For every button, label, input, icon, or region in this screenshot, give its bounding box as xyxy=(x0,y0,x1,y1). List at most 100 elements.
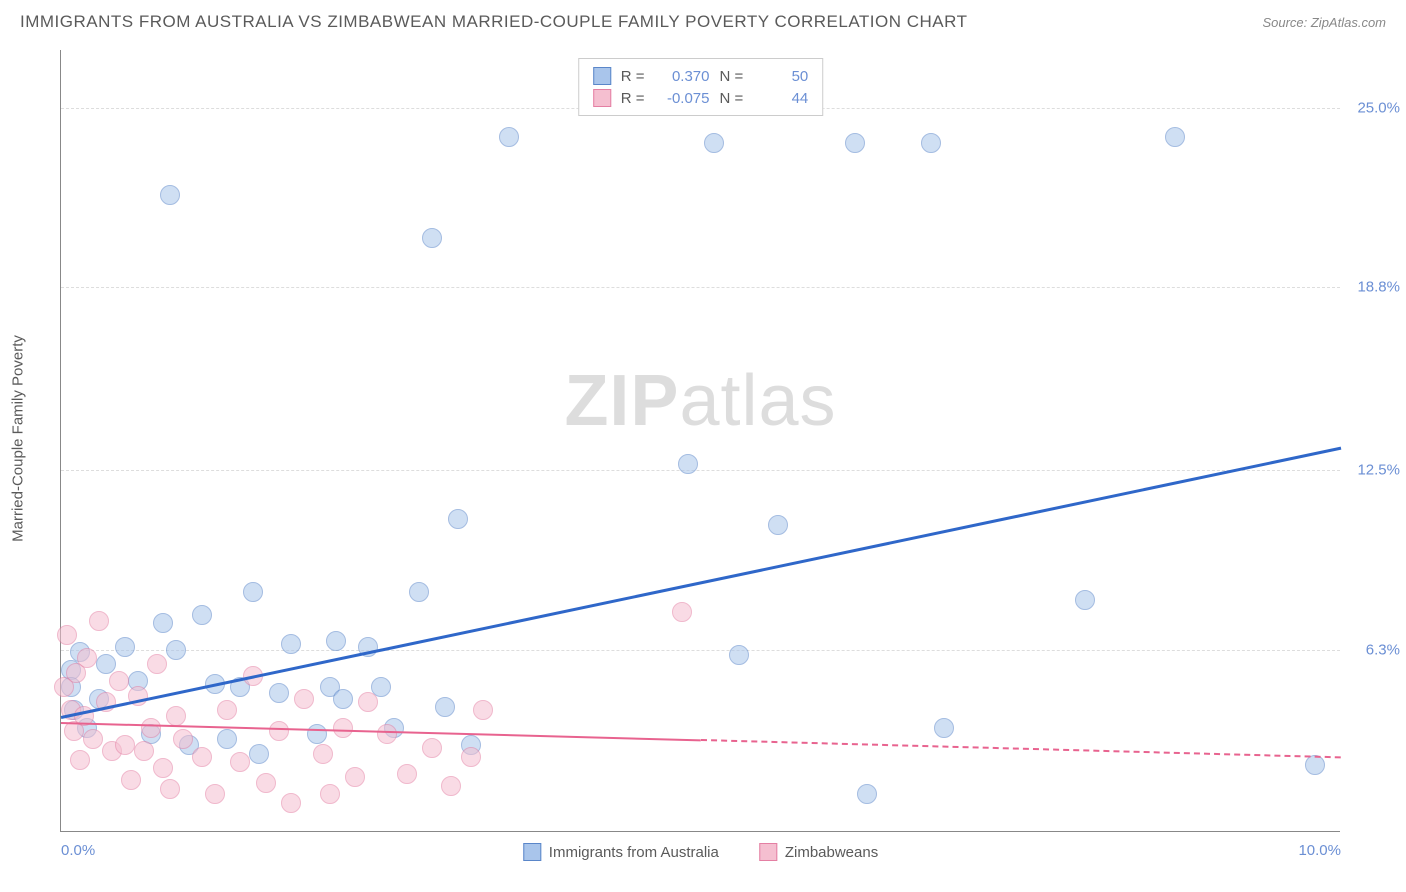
legend-label: Immigrants from Australia xyxy=(549,844,719,861)
x-tick-label: 0.0% xyxy=(61,842,95,859)
stats-row: R = 0.370 N = 50 xyxy=(593,65,809,87)
x-axis-legend: Immigrants from Australia Zimbabweans xyxy=(523,843,878,861)
scatter-point xyxy=(333,689,353,709)
r-value: -0.075 xyxy=(655,90,710,107)
scatter-point xyxy=(422,228,442,248)
scatter-point xyxy=(83,729,103,749)
scatter-point xyxy=(345,767,365,787)
n-label: N = xyxy=(720,68,744,85)
legend-item: Immigrants from Australia xyxy=(523,843,719,861)
r-label: R = xyxy=(621,68,645,85)
n-label: N = xyxy=(720,90,744,107)
scatter-point xyxy=(441,776,461,796)
x-tick-label: 10.0% xyxy=(1298,842,1341,859)
scatter-point xyxy=(147,654,167,674)
scatter-point xyxy=(934,718,954,738)
scatter-point xyxy=(109,671,129,691)
legend-swatch xyxy=(593,67,611,85)
scatter-point xyxy=(921,133,941,153)
gridline xyxy=(61,287,1340,288)
scatter-point xyxy=(160,779,180,799)
gridline xyxy=(61,650,1340,651)
trend-line xyxy=(701,739,1341,758)
source-attribution: Source: ZipAtlas.com xyxy=(1262,15,1386,30)
scatter-point xyxy=(166,640,186,660)
gridline xyxy=(61,470,1340,471)
scatter-point xyxy=(422,738,442,758)
scatter-point xyxy=(166,706,186,726)
scatter-point xyxy=(153,613,173,633)
watermark: ZIPatlas xyxy=(564,360,836,442)
scatter-point xyxy=(358,692,378,712)
scatter-point xyxy=(115,735,135,755)
scatter-point xyxy=(768,515,788,535)
scatter-point xyxy=(320,784,340,804)
scatter-point xyxy=(115,637,135,657)
scatter-point xyxy=(230,752,250,772)
legend-swatch xyxy=(523,843,541,861)
scatter-point xyxy=(249,744,269,764)
header: IMMIGRANTS FROM AUSTRALIA VS ZIMBABWEAN … xyxy=(0,0,1406,40)
stats-legend-box: R = 0.370 N = 50 R = -0.075 N = 44 xyxy=(578,58,824,116)
scatter-point xyxy=(57,625,77,645)
scatter-point xyxy=(729,645,749,665)
scatter-point xyxy=(243,582,263,602)
scatter-point xyxy=(173,729,193,749)
plot-area: ZIPatlas 6.3%12.5%18.8%25.0%0.0%10.0%R =… xyxy=(60,50,1340,832)
scatter-point xyxy=(281,793,301,813)
scatter-point xyxy=(89,611,109,631)
scatter-point xyxy=(845,133,865,153)
y-tick-label: 25.0% xyxy=(1357,99,1400,116)
scatter-point xyxy=(461,747,481,767)
scatter-point xyxy=(96,654,116,674)
scatter-point xyxy=(217,700,237,720)
scatter-point xyxy=(1165,127,1185,147)
scatter-point xyxy=(1075,590,1095,610)
y-axis-label: Married-Couple Family Poverty xyxy=(10,335,27,542)
scatter-point xyxy=(1305,755,1325,775)
scatter-point xyxy=(704,133,724,153)
scatter-point xyxy=(269,683,289,703)
scatter-point xyxy=(333,718,353,738)
y-tick-label: 18.8% xyxy=(1357,279,1400,296)
legend-swatch xyxy=(593,89,611,107)
scatter-point xyxy=(192,747,212,767)
scatter-point xyxy=(473,700,493,720)
n-value: 44 xyxy=(753,90,808,107)
r-value: 0.370 xyxy=(655,68,710,85)
legend-label: Zimbabweans xyxy=(785,844,878,861)
scatter-point xyxy=(153,758,173,778)
r-label: R = xyxy=(621,90,645,107)
y-tick-label: 12.5% xyxy=(1357,461,1400,478)
scatter-point xyxy=(160,185,180,205)
scatter-point xyxy=(377,724,397,744)
scatter-point xyxy=(313,744,333,764)
scatter-point xyxy=(77,648,97,668)
scatter-point xyxy=(448,509,468,529)
scatter-point xyxy=(70,750,90,770)
scatter-point xyxy=(141,718,161,738)
scatter-point xyxy=(857,784,877,804)
scatter-point xyxy=(269,721,289,741)
scatter-point xyxy=(435,697,455,717)
scatter-point xyxy=(192,605,212,625)
scatter-point xyxy=(205,784,225,804)
n-value: 50 xyxy=(753,68,808,85)
scatter-point xyxy=(217,729,237,749)
scatter-point xyxy=(294,689,314,709)
scatter-point xyxy=(326,631,346,651)
scatter-point xyxy=(397,764,417,784)
scatter-point xyxy=(499,127,519,147)
y-tick-label: 6.3% xyxy=(1366,641,1400,658)
scatter-point xyxy=(134,741,154,761)
chart-container: ZIPatlas 6.3%12.5%18.8%25.0%0.0%10.0%R =… xyxy=(60,50,1340,832)
chart-title: IMMIGRANTS FROM AUSTRALIA VS ZIMBABWEAN … xyxy=(20,12,967,32)
scatter-point xyxy=(409,582,429,602)
scatter-point xyxy=(121,770,141,790)
scatter-point xyxy=(672,602,692,622)
scatter-point xyxy=(678,454,698,474)
legend-swatch xyxy=(759,843,777,861)
scatter-point xyxy=(256,773,276,793)
legend-item: Zimbabweans xyxy=(759,843,878,861)
stats-row: R = -0.075 N = 44 xyxy=(593,87,809,109)
